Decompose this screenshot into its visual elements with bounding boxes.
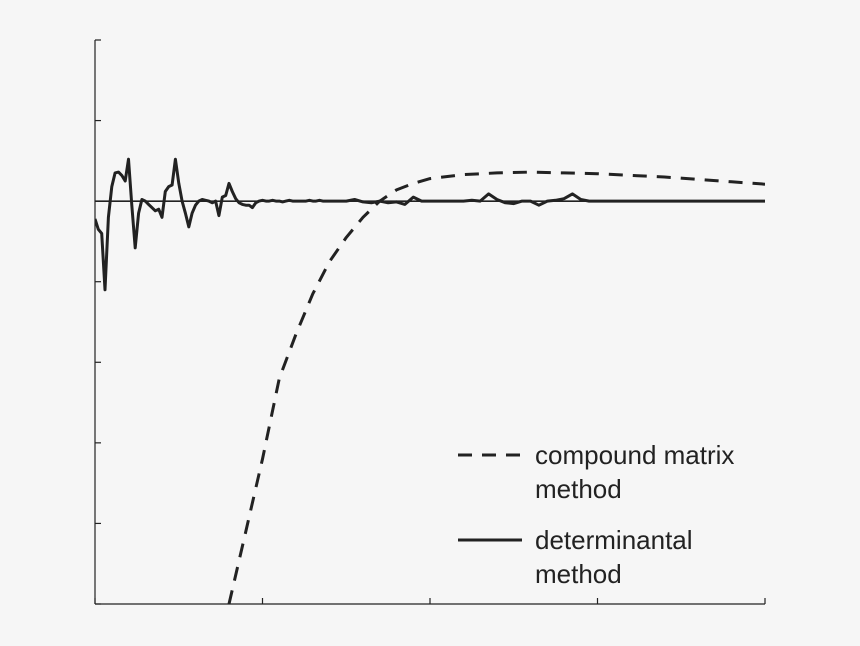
legend-label: determinantal bbox=[535, 525, 693, 555]
legend-label: method bbox=[535, 474, 622, 504]
axes bbox=[94, 39, 766, 605]
legend-label: method bbox=[535, 559, 622, 589]
legend: compound matrix method determinantal method bbox=[458, 440, 734, 589]
series-layer bbox=[95, 157, 765, 604]
legend-compound-matrix: compound matrix method bbox=[458, 440, 734, 504]
legend-label: compound matrix bbox=[535, 440, 734, 470]
series-line-determinantal bbox=[95, 157, 765, 292]
series-line-compound-matrix bbox=[227, 170, 765, 604]
legend-determinantal: determinantal method bbox=[458, 525, 693, 589]
